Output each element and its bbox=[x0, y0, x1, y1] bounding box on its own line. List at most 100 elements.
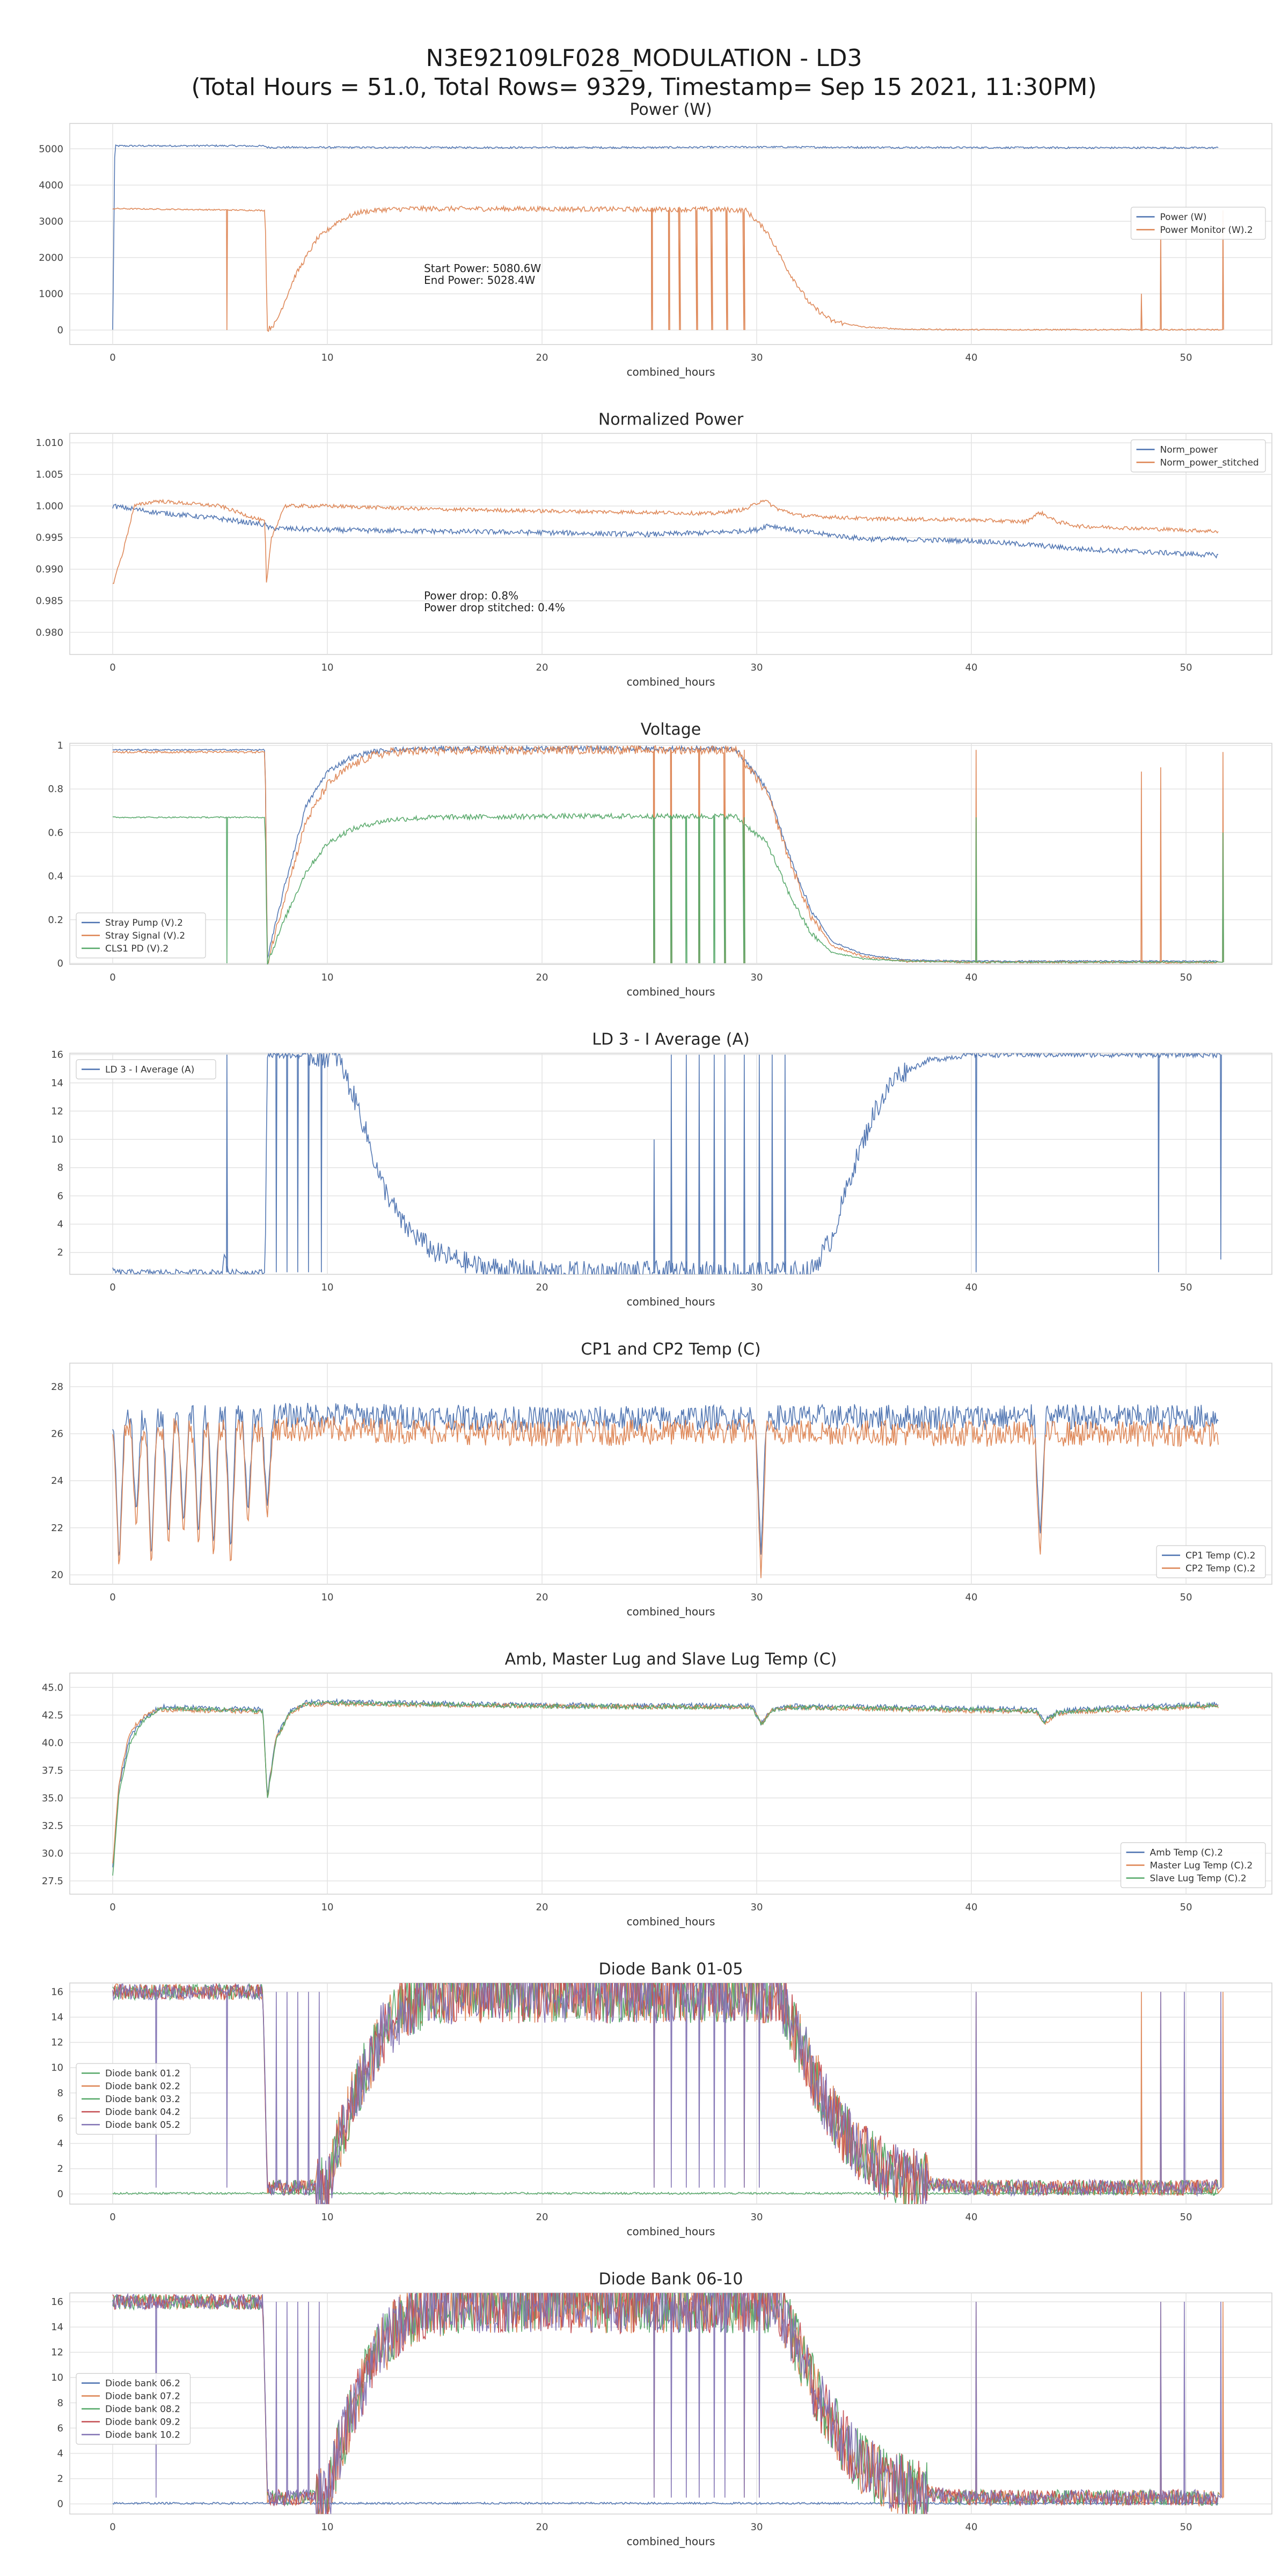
x-axis-label: combined_hours bbox=[627, 1915, 715, 1928]
y-tick-label: 22 bbox=[51, 1523, 63, 1534]
figure-title-line-1: N3E92109LF028_MODULATION - LD3 bbox=[426, 45, 862, 72]
x-tick-label: 30 bbox=[751, 2212, 763, 2223]
y-tick-label: 10 bbox=[51, 2372, 63, 2383]
series-line bbox=[112, 1053, 1222, 1275]
x-axis-label: combined_hours bbox=[627, 365, 715, 378]
legend-entry: Diode bank 04.2 bbox=[105, 2107, 180, 2118]
legend-box bbox=[76, 912, 206, 958]
y-tick-label: 32.5 bbox=[42, 1820, 63, 1832]
y-tick-label: 4 bbox=[57, 1219, 63, 1230]
x-tick-label: 40 bbox=[965, 2212, 978, 2223]
y-tick-label: 1000 bbox=[39, 288, 63, 299]
x-tick-label: 50 bbox=[1180, 2212, 1192, 2223]
y-tick-label: 0.985 bbox=[35, 595, 63, 606]
y-tick-label: 0 bbox=[57, 958, 63, 969]
x-tick-label: 40 bbox=[965, 1592, 978, 1603]
legend: Amb Temp (C).2 Master Lug Temp (C).2 Slave… bbox=[1120, 1842, 1266, 1889]
y-tick-label: 1.010 bbox=[35, 437, 63, 449]
x-tick-label: 20 bbox=[536, 352, 548, 363]
x-tick-label: 50 bbox=[1180, 1592, 1192, 1603]
legend-entry: Diode bank 03.2 bbox=[105, 2094, 180, 2105]
y-tick-label: 0.8 bbox=[48, 784, 63, 795]
legend: Norm_power Norm_power_stitched bbox=[1130, 439, 1266, 473]
y-tick-label: 28 bbox=[51, 1381, 63, 1393]
y-tick-label: 1 bbox=[57, 740, 63, 751]
series-line bbox=[112, 1416, 1219, 1578]
y-tick-label: 35.0 bbox=[42, 1792, 63, 1804]
legend-entry: CP1 Temp (C).2 bbox=[1185, 1550, 1255, 1561]
legend-box bbox=[76, 1059, 216, 1080]
series-line bbox=[112, 812, 1224, 964]
series-line bbox=[112, 144, 1219, 330]
x-tick-label: 10 bbox=[321, 1282, 334, 1293]
y-tick-label: 8 bbox=[57, 2088, 63, 2099]
legend: LD 3 - I Average (A) bbox=[76, 1059, 216, 1080]
x-tick-label: 40 bbox=[965, 662, 978, 674]
legend-box bbox=[1120, 1842, 1266, 1889]
legend-entry: Stray Pump (V).2 bbox=[105, 918, 183, 928]
y-tick-label: 0.995 bbox=[35, 532, 63, 544]
legend-entry: Power Monitor (W).2 bbox=[1160, 225, 1253, 236]
annotation-text: End Power: 5028.4W bbox=[424, 274, 536, 287]
chart-panel-4: 0 10 20 30 40 50 2 4 6 8 10 12 14 16 LD 3 - I Average … bbox=[51, 1030, 1272, 1308]
figure-title: N3E92109LF028_MODULATION - LD3 (Total Ho… bbox=[0, 44, 1288, 102]
x-tick-label: 50 bbox=[1180, 662, 1192, 674]
chart-title: Normalized Power bbox=[598, 411, 744, 429]
chart-title: Voltage bbox=[641, 720, 701, 739]
chart-title: Diode Bank 06-10 bbox=[599, 2270, 743, 2289]
legend-box bbox=[76, 2373, 191, 2445]
chart-panel-1: 0 10 20 30 40 50 0 1000 2000 3000 4000 5000 Power (W… bbox=[39, 100, 1272, 378]
y-tick-label: 0.990 bbox=[35, 564, 63, 575]
figure-title-line-2: (Total Hours = 51.0, Total Rows= 9329, T… bbox=[191, 74, 1097, 101]
y-tick-label: 6 bbox=[57, 1190, 63, 1202]
y-tick-label: 27.5 bbox=[42, 1876, 63, 1887]
x-tick-label: 20 bbox=[536, 1592, 548, 1603]
y-tick-label: 1.005 bbox=[35, 469, 63, 480]
y-tick-label: 45.0 bbox=[42, 1682, 63, 1693]
y-tick-label: 4 bbox=[57, 2138, 63, 2149]
x-tick-label: 0 bbox=[109, 972, 115, 983]
y-tick-label: 4 bbox=[57, 2448, 63, 2459]
y-tick-label: 1.000 bbox=[35, 501, 63, 512]
series-line bbox=[112, 744, 1219, 963]
legend-entry: Diode bank 07.2 bbox=[105, 2391, 180, 2402]
x-tick-label: 10 bbox=[321, 972, 334, 983]
series-line bbox=[112, 1402, 1219, 1556]
legend-entry: Stray Signal (V).2 bbox=[105, 931, 185, 941]
y-tick-label: 2 bbox=[57, 1247, 63, 1258]
y-tick-label: 6 bbox=[57, 2423, 63, 2434]
x-tick-label: 10 bbox=[321, 662, 334, 674]
series-group bbox=[112, 2293, 1224, 2514]
y-tick-label: 8 bbox=[57, 2397, 63, 2409]
legend: Stray Pump (V).2 Stray Signal (V).2 CLS1 P… bbox=[76, 912, 206, 958]
legend-entry: Diode bank 06.2 bbox=[105, 2379, 180, 2389]
x-tick-label: 30 bbox=[751, 662, 763, 674]
y-tick-label: 6 bbox=[57, 2113, 63, 2124]
legend: Diode bank 06.2 Diode bank 07.2 Diode bank… bbox=[76, 2373, 191, 2445]
y-tick-label: 14 bbox=[51, 2012, 63, 2023]
series-group bbox=[112, 1983, 1224, 2204]
x-tick-label: 30 bbox=[751, 1282, 763, 1293]
series-line bbox=[112, 204, 1224, 332]
x-tick-label: 20 bbox=[536, 1902, 548, 1913]
legend-box bbox=[1156, 1545, 1266, 1578]
x-tick-label: 30 bbox=[751, 972, 763, 983]
chart-title: Diode Bank 01-05 bbox=[599, 1960, 743, 1979]
y-tick-label: 12 bbox=[51, 1106, 63, 1117]
y-tick-label: 0 bbox=[57, 325, 63, 336]
series-group bbox=[112, 1053, 1222, 1275]
x-tick-label: 40 bbox=[965, 1282, 978, 1293]
x-tick-label: 20 bbox=[536, 1282, 548, 1293]
y-tick-label: 16 bbox=[51, 2296, 63, 2308]
x-tick-label: 50 bbox=[1180, 1282, 1192, 1293]
y-tick-label: 0 bbox=[57, 2499, 63, 2510]
legend-entry: Diode bank 08.2 bbox=[105, 2404, 180, 2415]
chart-panel-3: 0 10 20 30 40 50 0 0.2 0.4 0.6 0.8 1 Voltage combined… bbox=[48, 720, 1272, 998]
y-tick-label: 0.4 bbox=[48, 871, 63, 882]
y-tick-label: 14 bbox=[51, 2322, 63, 2333]
y-tick-label: 4000 bbox=[39, 180, 63, 191]
legend-entry: CLS1 PD (V).2 bbox=[105, 943, 169, 954]
legend-entry: Diode bank 01.2 bbox=[105, 2068, 180, 2079]
y-tick-label: 2000 bbox=[39, 252, 63, 264]
